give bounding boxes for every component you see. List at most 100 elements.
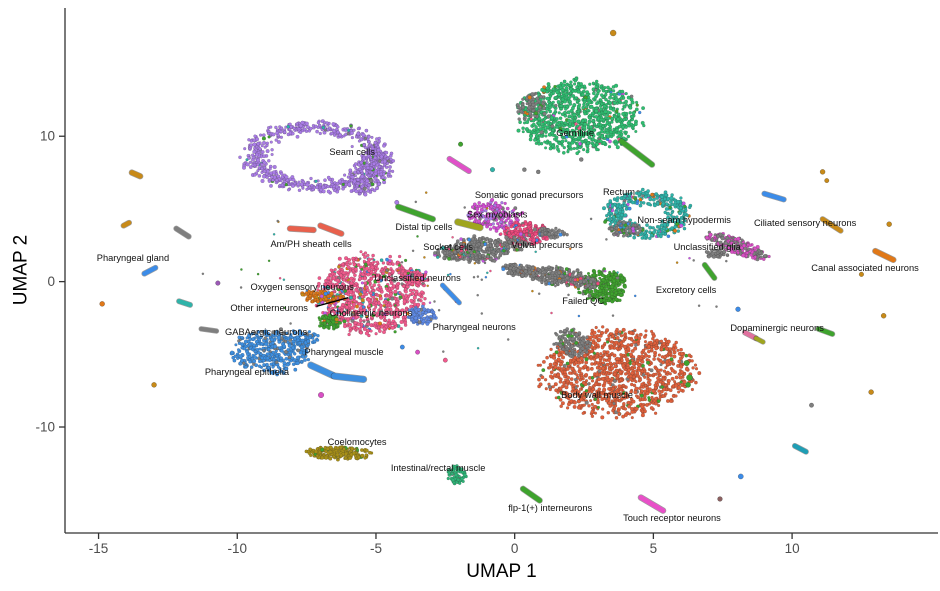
cell-point (542, 111, 547, 116)
cell-point (636, 199, 640, 203)
cell-point (364, 292, 369, 296)
cell-point (592, 122, 597, 126)
cell-point (616, 221, 621, 226)
cell-point (286, 188, 291, 192)
cell-point (371, 253, 375, 258)
cell-point (356, 263, 361, 267)
cell-point (290, 356, 295, 361)
cell-point (346, 132, 350, 136)
cell-point (573, 79, 578, 83)
cell-point (282, 130, 287, 134)
cell-point (601, 124, 605, 128)
cell-point (315, 129, 319, 134)
cell-point (634, 129, 638, 134)
cell-point (327, 126, 332, 130)
cell-point (634, 107, 639, 112)
cell-point (591, 91, 596, 96)
cell-point (341, 262, 345, 267)
cell-point (393, 289, 398, 294)
cell-point (683, 204, 687, 209)
cell-point (621, 107, 625, 111)
cell-point (595, 101, 599, 106)
cell-point (615, 198, 619, 203)
cell-point (248, 342, 252, 346)
cell-point (614, 83, 619, 88)
cell-point (376, 147, 381, 152)
cell-point (573, 82, 577, 86)
cell-point (330, 271, 335, 276)
cell-point (652, 230, 657, 235)
cell-point (316, 333, 320, 338)
cell-point (500, 201, 504, 205)
cell-point (478, 237, 482, 242)
cell-point (354, 189, 359, 194)
cell-point (663, 210, 667, 215)
cell-point (336, 323, 340, 327)
cell-point (252, 142, 257, 147)
cell-point (353, 174, 358, 178)
cell-point (356, 170, 360, 174)
cell-point (509, 224, 514, 229)
cell-point (403, 258, 408, 263)
cell-point (633, 122, 638, 127)
cell-point (556, 99, 561, 104)
cell-point (384, 150, 389, 155)
cell-point (261, 136, 266, 141)
cell-point (666, 196, 671, 201)
cell-point (381, 261, 386, 265)
cell-point (262, 169, 267, 174)
cell-point (564, 86, 569, 91)
cell-point (269, 183, 273, 188)
cell-point (342, 324, 347, 329)
cell-point (384, 286, 389, 291)
cell-point (315, 185, 319, 190)
cell-point (605, 130, 610, 135)
cell-point (605, 213, 609, 218)
cell-point (639, 190, 643, 194)
cell-point (520, 102, 525, 107)
cell-point (251, 153, 255, 157)
cell-point (349, 124, 353, 128)
cell-point (337, 179, 342, 184)
cell-point (640, 236, 644, 240)
cell-point (626, 121, 631, 126)
cluster-point-clouds (201, 76, 771, 486)
cell-point (318, 131, 322, 136)
cell-point (545, 96, 550, 101)
cell-point (391, 284, 396, 289)
cell-point (596, 122, 601, 127)
cell-point (540, 232, 545, 237)
cell-point (611, 215, 616, 219)
cell-point (269, 362, 274, 367)
cell-point (628, 105, 633, 110)
cell-point (552, 229, 556, 234)
cell-point (668, 205, 672, 210)
cell-point (265, 352, 270, 357)
cell-point (330, 131, 334, 136)
cell-point (337, 256, 342, 261)
cell-point (494, 255, 498, 259)
cell-point (661, 231, 665, 236)
cell-point (510, 229, 514, 234)
cell-point (537, 142, 541, 146)
cell-point (609, 130, 614, 135)
cell-point (612, 233, 616, 237)
cell-point (262, 363, 266, 367)
cell-point (679, 202, 683, 206)
cell-point (527, 105, 532, 110)
cell-point (256, 350, 261, 355)
cell-point (331, 320, 336, 325)
cell-point (230, 350, 234, 355)
cell-point (600, 102, 604, 106)
cell-point (624, 91, 628, 96)
cell-point (248, 160, 253, 164)
cell-point (377, 325, 381, 329)
cell-point (350, 135, 355, 140)
cell-point (601, 89, 606, 93)
cell-point (624, 130, 628, 134)
cell-point (373, 321, 378, 326)
cell-point (313, 298, 318, 302)
cell-point (543, 231, 548, 235)
cell-point (272, 164, 277, 170)
cell-point (276, 140, 281, 144)
